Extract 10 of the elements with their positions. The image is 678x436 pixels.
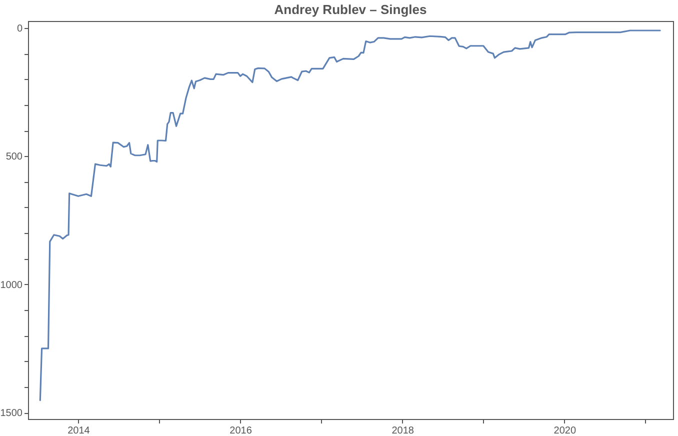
chart-title: Andrey Rublev – Singles xyxy=(274,2,427,17)
y-tick-label: 1000 xyxy=(0,280,23,291)
x-tick-label: 2018 xyxy=(392,426,414,436)
x-tick-label: 2020 xyxy=(554,426,576,436)
line-series xyxy=(39,30,661,402)
x-tick-label: 2014 xyxy=(68,426,90,436)
y-tick-label: 1500 xyxy=(0,408,23,420)
y-tick-label: 0 xyxy=(16,23,23,34)
x-tick-label: 2016 xyxy=(230,426,252,436)
y-tick-label: 500 xyxy=(6,152,23,163)
